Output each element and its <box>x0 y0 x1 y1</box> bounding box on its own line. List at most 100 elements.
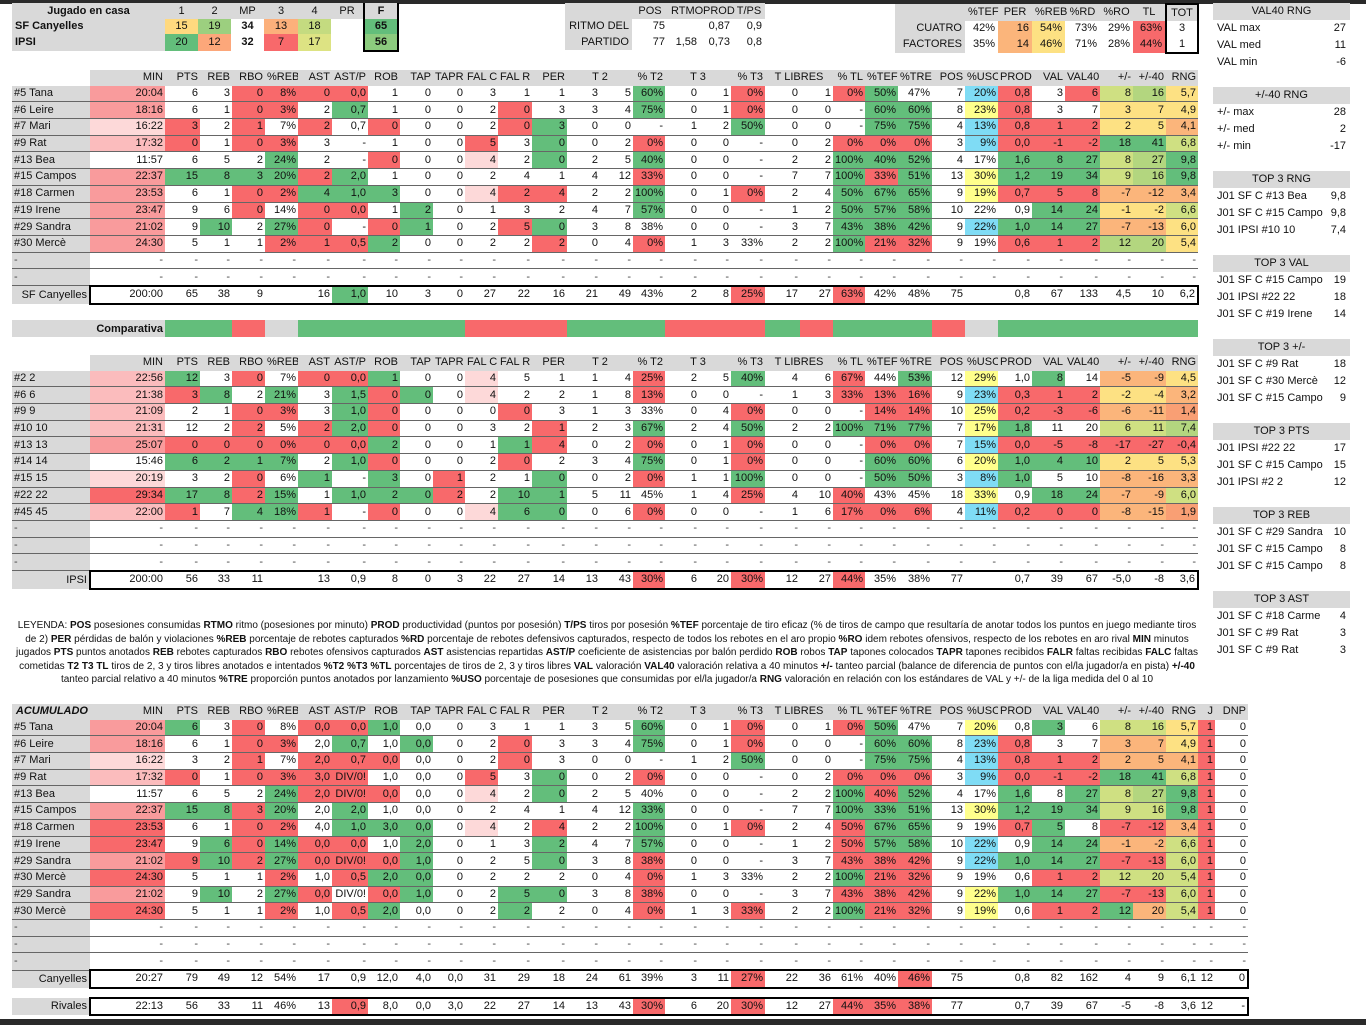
stat-cell: 0,0 <box>298 719 332 737</box>
ranking-item: J01 SF C #15 Campo 9 <box>1213 390 1350 407</box>
total-cell: 43 <box>600 569 634 590</box>
factors-header-cell: %TEF <box>965 4 999 21</box>
stat-cell: 25% <box>965 403 999 421</box>
factors-header-cell: %RD <box>1065 4 1100 21</box>
factors-cell: 14 <box>998 36 1032 53</box>
stat-cell: - <box>600 936 634 954</box>
column-header: POS <box>932 704 966 720</box>
stat-cell: 33% <box>731 902 766 920</box>
stat-cell: 0 <box>400 85 433 103</box>
stat-cell: 0 <box>232 202 265 220</box>
player-name: #9 Rat <box>12 135 90 153</box>
ranking-section: TOP 3 +/- J01 SF C #9 Rat 18 J01 SF C #30 M… <box>1213 339 1350 407</box>
stat-cell: 0,7 <box>998 819 1033 837</box>
total-cell: 67 <box>1032 284 1066 305</box>
stat-cell: - <box>600 252 634 270</box>
stat-cell: 19 <box>1032 802 1066 820</box>
ranking-item: J01 SF C #9 Rat 18 <box>1213 356 1350 373</box>
stat-cell: 7 <box>932 85 966 103</box>
ranking-value: 8 <box>1339 543 1346 555</box>
factors-cell: 1 <box>1165 36 1199 54</box>
score-cell: 32 <box>241 36 254 49</box>
stat-cell: 0 <box>665 719 700 737</box>
player-row: #30 Mercè 24:30 5 1 1 2% 1,0 0,5 2,0 0,0 0 2 2 2 0 4 0% 1… <box>12 902 1249 920</box>
stat-cell: -15 <box>1133 503 1167 521</box>
stat-cell: - <box>833 752 866 770</box>
column-header: RNG <box>1166 355 1199 371</box>
stat-cell: 4 <box>600 869 634 887</box>
player-row: #15 Campos 22:37 15 8 3 20% 2 2,0 1 0 0 2 4 1 4 12 33% 0 0… <box>12 168 1199 186</box>
stat-cell: 2 <box>1100 118 1134 136</box>
stat-cell: - <box>368 252 400 270</box>
total-cell: 3,6 <box>1166 569 1200 590</box>
comparison-segment <box>731 320 765 337</box>
stat-cell: 1,0 <box>332 487 368 505</box>
stat-cell: 0 <box>498 403 532 421</box>
stat-cell: 2 <box>298 453 332 471</box>
stat-cell: 0 <box>368 386 400 405</box>
stat-cell: 22:37 <box>90 802 165 820</box>
player-row: #22 22 29:34 17 8 2 15% 1 1,0 2 0 2 2 10 1 5 11 45% 1 4 25%… <box>12 487 1199 505</box>
stat-cell: - <box>800 553 834 572</box>
stat-cell: - <box>567 252 600 270</box>
column-header: +/-40 <box>1133 704 1167 720</box>
stat-cell: 0 <box>699 151 732 170</box>
stat-cell: - <box>433 537 465 555</box>
stat-cell: 2 <box>1065 902 1101 920</box>
total-cell: 3,6 <box>1166 996 1199 1017</box>
stat-cell: 20 <box>1065 420 1101 438</box>
stat-cell: -2 <box>1133 202 1167 220</box>
total-cell: 44% <box>833 569 866 590</box>
stat-cell: 5 <box>600 719 634 737</box>
stat-cell: 17 <box>165 487 200 505</box>
comparison-segment <box>1100 320 1133 337</box>
score-header-cell: 3 <box>264 3 298 19</box>
stat-cell: - <box>332 135 368 153</box>
comparison-segment <box>165 320 200 337</box>
legend-term: TAPR <box>936 647 963 659</box>
player-row: #18 Carmen 23:53 6 1 0 2% 4 1,0 3 0 0 4 2 4 2 2 100% 0 1 0%… <box>12 185 1199 203</box>
stat-cell: - <box>1166 952 1199 971</box>
ranking-title: TOP 3 AST <box>1213 591 1350 608</box>
stat-cell: 5 <box>1032 185 1066 203</box>
legend-text: tapones recibidos <box>962 647 1047 659</box>
stat-cell: 2 <box>1065 235 1101 253</box>
stat-cell: 2 <box>498 151 532 170</box>
stat-cell: 0 <box>567 869 600 887</box>
stat-cell: - <box>1032 520 1066 538</box>
stat-cell: 1 <box>532 370 567 388</box>
stat-cell: 3% <box>265 769 298 787</box>
total-cell: 27 <box>800 996 834 1017</box>
stat-cell: 2 <box>232 886 265 904</box>
total-cell: 48% <box>898 284 933 305</box>
stat-cell: 24:30 <box>90 902 165 920</box>
stat-cell: 2 <box>165 403 200 421</box>
player-name: #18 Carmen <box>12 819 90 837</box>
stat-cell: 0 <box>800 101 834 120</box>
stat-cell: 42% <box>898 886 933 904</box>
stat-cell: 75% <box>865 752 899 770</box>
total-cell: 46% <box>898 969 933 989</box>
stat-cell: 0 <box>699 168 732 186</box>
stat-cell: 21:31 <box>90 420 165 438</box>
stat-cell: 3 <box>232 168 265 186</box>
stat-cell: 22% <box>965 218 999 236</box>
stat-cell: - <box>298 952 332 971</box>
stat-cell: 33% <box>865 802 899 820</box>
ranking-label: J01 IPSI #22 22 <box>1217 291 1296 303</box>
column-header: TAP <box>400 70 433 86</box>
stat-cell: - <box>200 936 232 954</box>
comparison-row: Comparativa <box>12 320 1198 337</box>
stat-cell: 2 <box>232 420 265 438</box>
stat-cell: 0 <box>1215 735 1249 754</box>
column-header: REB <box>200 355 232 371</box>
stat-cell: 4 <box>532 436 567 455</box>
stat-cell: - <box>1198 919 1216 937</box>
stat-cell: 38% <box>633 218 666 236</box>
pace-header-cell: RTMO <box>668 3 703 19</box>
stat-cell: 3 <box>600 420 634 438</box>
stat-cell: 2 <box>800 202 834 220</box>
stat-cell: 0 <box>1215 886 1249 904</box>
ranking-label: J01 IPSI #22 22 <box>1217 442 1296 454</box>
factors-cell: 44% <box>1133 36 1166 53</box>
